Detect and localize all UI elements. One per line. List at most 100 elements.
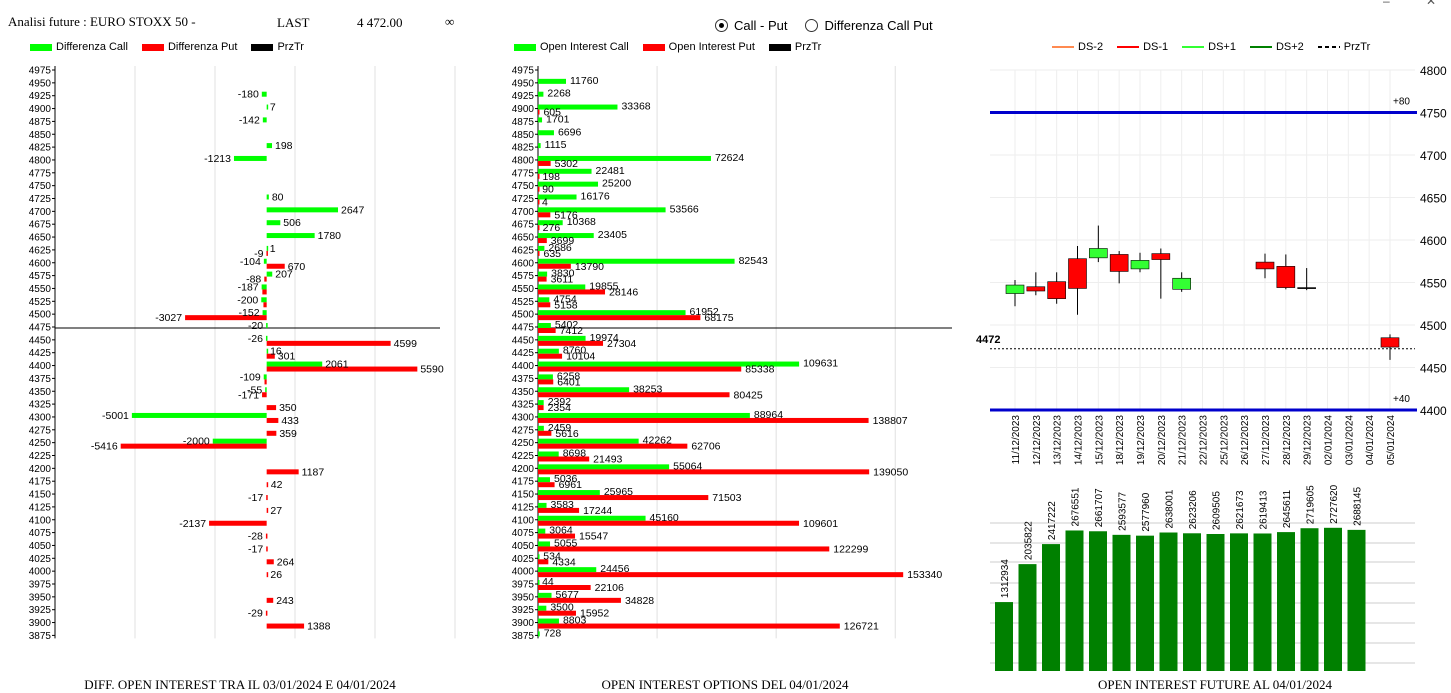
data-label: 5176 (554, 209, 578, 221)
bar-call (538, 130, 554, 136)
data-label: -104 (240, 256, 261, 268)
legend-right: DS-2 DS-1 DS+1 DS+2 PrzTr (1052, 41, 1384, 53)
y-tick-label: 4250 (29, 438, 52, 449)
bar-put (538, 276, 547, 282)
y-tick-label: 4200 (29, 464, 52, 475)
legend-item-call: Differenza Call (30, 41, 128, 53)
data-label: 26 (270, 569, 282, 581)
close-button[interactable]: ✕ (1426, 0, 1437, 8)
data-label: 71503 (712, 492, 741, 504)
data-label: 88964 (754, 409, 783, 421)
data-label: 153340 (907, 569, 942, 581)
bar-put (538, 456, 590, 462)
data-label: 4 (542, 197, 548, 209)
legend-swatch (1117, 46, 1140, 48)
bar-put (266, 469, 299, 475)
bar-put (266, 250, 268, 256)
y-tick-label: 3875 (29, 631, 52, 642)
data-label: 53566 (670, 203, 699, 215)
legend-item-ds-2: DS-2 (1052, 41, 1103, 53)
y-tick-label: 4750 (29, 181, 52, 192)
data-label: 506 (283, 217, 301, 229)
y-tick-label: 4875 (29, 117, 52, 128)
radio-empty-icon[interactable] (805, 19, 819, 32)
data-label: 27304 (607, 338, 636, 350)
bar-put (185, 315, 267, 321)
radio-differenza-call-put[interactable]: Differenza Call Put (805, 18, 933, 33)
data-label: 2392 (548, 396, 572, 408)
y-tick-label: 4550 (29, 284, 52, 295)
data-label: 4599 (394, 338, 418, 350)
data-label: 433 (281, 415, 299, 427)
x-tick-label: 03/01/2024 (1344, 415, 1355, 465)
bar-put (538, 109, 540, 115)
data-label: 55064 (673, 460, 702, 472)
bar-put (266, 623, 305, 629)
bar-call (538, 181, 599, 187)
data-label: -5416 (91, 441, 118, 453)
bar-call (538, 618, 559, 624)
legend-label: Open Interest Call (540, 41, 629, 53)
bar-call (263, 258, 267, 264)
data-label: -187 (238, 281, 259, 293)
x-tick-label: 02/01/2024 (1324, 415, 1335, 465)
data-label: 28146 (609, 286, 638, 298)
data-label: 25200 (602, 178, 631, 190)
radio-call-put-label: Call - Put (734, 18, 788, 33)
legend-swatch (1052, 46, 1074, 48)
y-tick-label: 4600 (512, 258, 535, 269)
caption-right: OPEN INTEREST FUTURE AL 04/01/2024 (1097, 677, 1332, 692)
bar-call (538, 117, 543, 123)
bar-call (538, 361, 800, 367)
data-label: 6401 (557, 376, 581, 388)
last-price-label: 4472 (976, 334, 1000, 346)
data-label: 2035822 (1024, 521, 1035, 560)
data-label: 350 (279, 402, 297, 414)
data-label: 2268 (547, 88, 571, 100)
caption-mid: OPEN INTEREST OPTIONS DEL 04/01/2024 (601, 677, 849, 692)
data-label: -152 (239, 307, 260, 319)
bar-put (538, 533, 576, 539)
data-label: 2609505 (1212, 491, 1223, 530)
y-tick-label: 4800 (1420, 64, 1447, 78)
bar-call (538, 348, 559, 354)
y-tick-label: 4500 (512, 310, 535, 321)
legend-left: Differenza Call Differenza Put PrzTr (30, 41, 318, 53)
legend-item-prztr: PrzTr (251, 41, 304, 53)
data-label: 10104 (566, 351, 595, 363)
y-tick-label: 4050 (29, 541, 52, 552)
legend-label: Open Interest Put (668, 41, 755, 53)
y-tick-label: 4950 (512, 78, 535, 89)
y-tick-label: 4050 (512, 541, 535, 552)
data-label: 301 (278, 351, 296, 363)
radio-call-put[interactable]: Call - Put (715, 18, 787, 33)
bar-call (538, 592, 552, 598)
data-label: 80425 (734, 389, 763, 401)
bar-call (261, 284, 267, 290)
y-tick-label: 4850 (512, 130, 535, 141)
y-tick-label: 4675 (29, 220, 52, 231)
y-tick-label: 4875 (512, 117, 535, 128)
y-tick-label: 4725 (512, 194, 535, 205)
bar-put (538, 443, 688, 449)
data-label: 2676551 (1071, 487, 1082, 526)
data-label: 7 (270, 102, 276, 114)
data-label: 534 (543, 550, 561, 562)
y-tick-label: 4975 (29, 66, 52, 77)
minimize-button[interactable]: – (1383, 0, 1390, 8)
y-tick-label: 4400 (1420, 404, 1447, 418)
legend-label: Differenza Put (167, 41, 238, 53)
data-label: 264 (277, 556, 295, 568)
bar-call (265, 335, 268, 341)
bar-future (1230, 533, 1248, 671)
legend-item-ds-1: DS-1 (1117, 41, 1168, 53)
x-tick-label: 15/12/2023 (1094, 415, 1105, 465)
radio-selected-icon[interactable] (715, 19, 728, 32)
data-label: 2593577 (1118, 491, 1129, 530)
legend-item-ds+2: DS+2 (1249, 41, 1304, 53)
bar-put (264, 276, 267, 282)
x-tick-label: 04/01/2024 (1365, 415, 1376, 465)
y-tick-label: 4375 (512, 374, 535, 385)
data-label: 24456 (600, 563, 629, 575)
data-label: 16 (270, 346, 282, 358)
